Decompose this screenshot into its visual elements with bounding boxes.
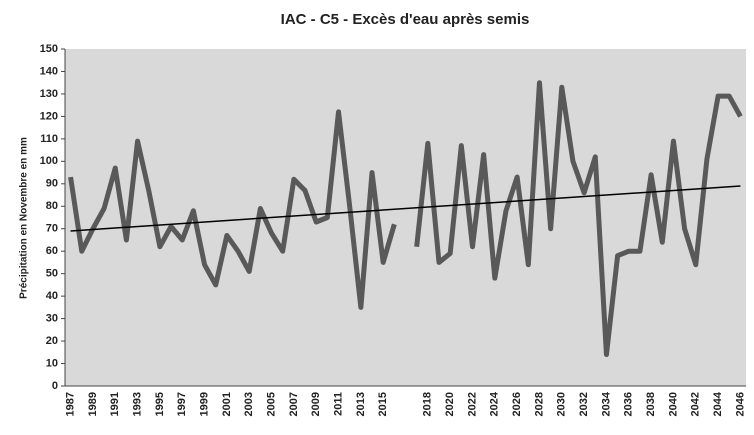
x-tick-label: 1991 xyxy=(109,392,121,416)
x-tick-label: 2003 xyxy=(243,392,255,416)
y-tick-label: 110 xyxy=(40,133,58,145)
x-tick-label: 1987 xyxy=(64,392,76,416)
x-tick-label: 2005 xyxy=(265,392,277,416)
x-tick-label: 2036 xyxy=(623,392,635,416)
x-tick-label: 2013 xyxy=(355,392,367,416)
y-tick-label: 10 xyxy=(46,357,58,369)
y-tick-label: 140 xyxy=(40,65,58,77)
y-tick-label: 80 xyxy=(46,200,58,212)
y-tick-label: 50 xyxy=(46,268,58,280)
x-tick-label: 1989 xyxy=(87,392,99,416)
x-tick-label: 2020 xyxy=(444,392,456,416)
x-tick-label: 2042 xyxy=(690,392,702,416)
x-tick-label: 2011 xyxy=(332,392,344,416)
x-tick-label: 1993 xyxy=(131,392,143,416)
x-tick-label: 2030 xyxy=(556,392,568,416)
x-tick-label: 2009 xyxy=(310,392,322,416)
x-tick-label: 2022 xyxy=(466,392,478,416)
y-tick-label: 70 xyxy=(46,223,58,235)
trend-line xyxy=(70,185,741,232)
x-tick-label: 2028 xyxy=(533,392,545,416)
x-tick-label: 1999 xyxy=(198,392,210,416)
x-tick-label: 2007 xyxy=(288,392,300,416)
y-tick-label: 90 xyxy=(46,178,58,190)
y-tick-label: 20 xyxy=(46,335,58,347)
x-tick-label: 2032 xyxy=(578,392,590,416)
x-tick-label: 1997 xyxy=(176,392,188,416)
x-tick-label: 2038 xyxy=(645,392,657,416)
x-tick-label: 1995 xyxy=(154,392,166,416)
y-tick-label: 30 xyxy=(46,313,58,325)
x-tick-label: 2026 xyxy=(511,392,523,416)
x-tick-label: 2024 xyxy=(489,391,501,416)
x-tick-label: 2001 xyxy=(221,392,233,416)
y-tick-label: 60 xyxy=(46,245,58,257)
x-tick-label: 2046 xyxy=(734,392,746,416)
x-tick-label: 2018 xyxy=(422,392,434,416)
y-axis-label: Précipitation en Novembre en mm xyxy=(19,137,30,299)
y-tick-label: 100 xyxy=(40,155,58,167)
chart-title: IAC - C5 - Excès d'eau après semis xyxy=(281,11,530,28)
y-tick-label: 150 xyxy=(40,43,58,55)
x-tick-label: 2015 xyxy=(377,392,389,416)
y-tick-label: 130 xyxy=(40,88,58,100)
y-tick-label: 120 xyxy=(40,110,58,122)
x-tick-label: 2044 xyxy=(712,391,724,416)
y-tick-label: 0 xyxy=(52,380,58,392)
plot-area xyxy=(65,49,746,386)
x-tick-label: 2034 xyxy=(600,391,612,416)
y-tick-label: 40 xyxy=(46,290,58,302)
x-tick-label: 2040 xyxy=(667,392,679,416)
